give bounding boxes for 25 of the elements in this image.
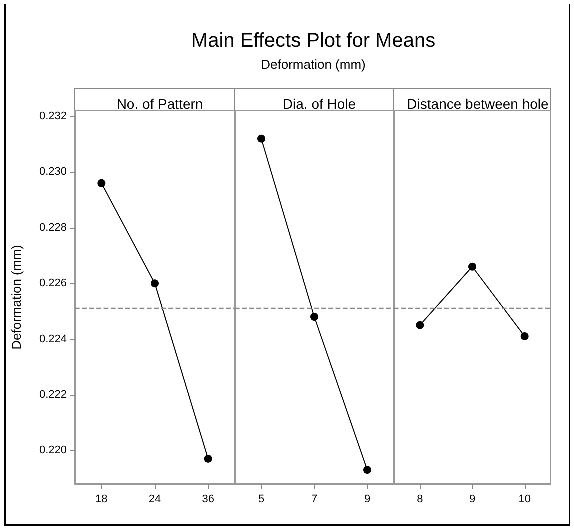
x-tick-label: 8 <box>417 494 424 506</box>
chart-title: Distance between hole <box>407 96 550 112</box>
x-tick-label: 24 <box>148 494 162 506</box>
text: Deformation (mm) <box>260 57 367 72</box>
y-tick-label: 0.220 <box>39 444 67 457</box>
chart-title: No. of Pattern <box>116 96 204 112</box>
y-tick-label: 0.230 <box>39 166 67 178</box>
point <box>204 454 212 463</box>
y-axis-title: Deformation (mm) <box>9 245 24 350</box>
y-tick-label: 0.228 <box>39 222 67 234</box>
x-tick-label: 9 <box>364 494 371 506</box>
x-tick-label: 5 <box>258 494 265 506</box>
y-tick-label: 0.224 <box>39 333 67 346</box>
text: Main Effects Plot for Means <box>190 30 437 53</box>
x-tick-label: 9 <box>469 494 476 506</box>
x-tick-label: 7 <box>311 494 318 506</box>
y-tick-label: 0.232 <box>39 110 67 123</box>
chart-title: Dia. of Hole <box>282 96 356 112</box>
point <box>98 179 106 188</box>
point <box>151 280 159 288</box>
y-tick-label: 0.222 <box>39 388 67 401</box>
x-tick-label: 36 <box>202 494 214 506</box>
x-tick-label: 18 <box>96 494 108 506</box>
y-tick-label: 0.226 <box>39 278 67 290</box>
x-tick-label: 10 <box>518 494 531 506</box>
